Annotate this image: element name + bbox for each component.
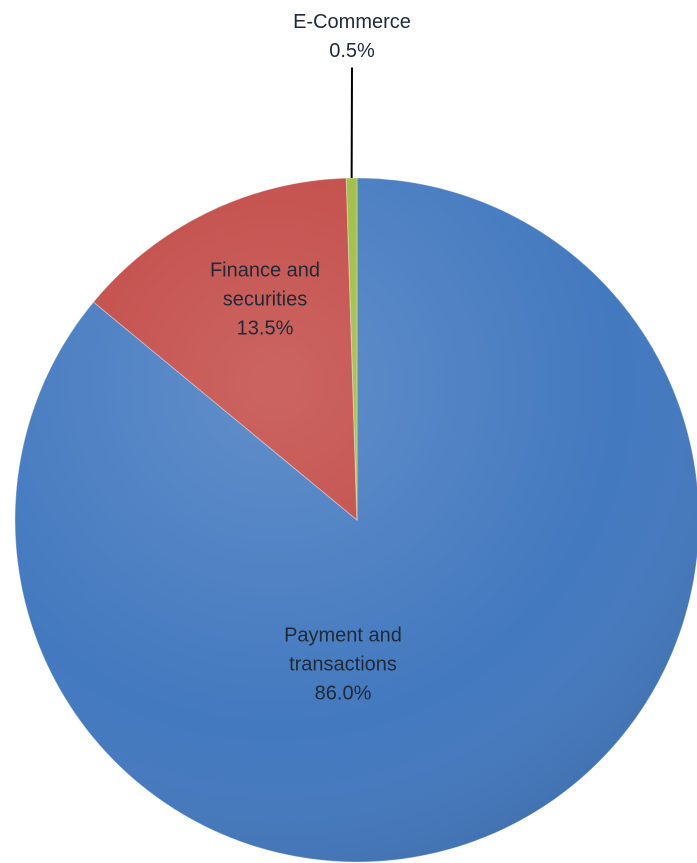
slice-label-payment-and-transactions: Payment and transactions 86.0%: [284, 624, 402, 704]
slice-name-line: transactions: [289, 653, 397, 675]
slice-name-line: E-Commerce: [293, 11, 411, 33]
slice-value-label: 86.0%: [315, 682, 372, 704]
slice-labels: Payment and transactions 86.0% Finance and s…: [210, 11, 411, 705]
slice-name-line: Payment and: [284, 624, 402, 646]
slice-name-line: Finance and: [210, 259, 320, 281]
slice-value-label: 13.5%: [237, 317, 294, 339]
slice-value-label: 0.5%: [329, 40, 375, 62]
slice-label-finance-and-securities: Finance and securities 13.5%: [210, 259, 320, 339]
slice-label-e-commerce: E-Commerce 0.5%: [293, 11, 411, 62]
slice-name-line: securities: [223, 288, 307, 310]
pie-slices: [14, 177, 697, 863]
